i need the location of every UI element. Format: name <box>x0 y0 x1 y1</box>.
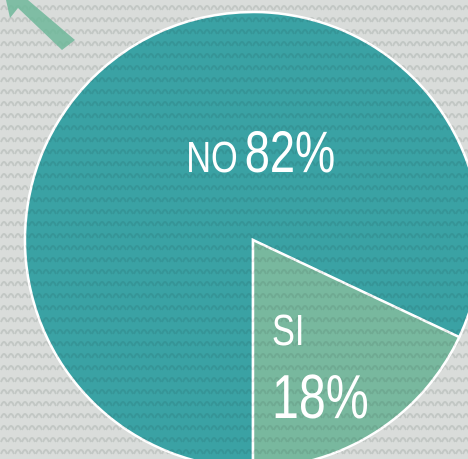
slice-name: SI <box>272 306 304 355</box>
slice-value-label: 82% <box>245 121 336 186</box>
slice-value-label: 18% <box>272 362 369 431</box>
pie <box>23 10 468 459</box>
labels: NO 82% SI 18% <box>186 121 368 432</box>
slice-name: NO <box>186 133 237 182</box>
